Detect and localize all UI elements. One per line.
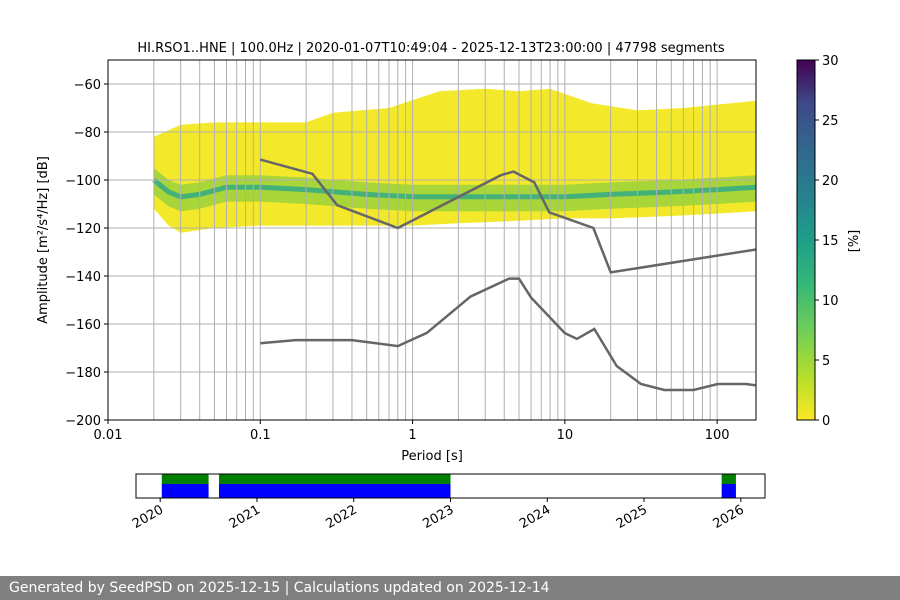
x-tick-label: 0.1 [250, 428, 271, 443]
chart-title: HI.RSO1..HNE | 100.0Hz | 2020-01-07T10:4… [137, 41, 724, 56]
y-tick-label: −180 [65, 366, 101, 381]
availability-bar [219, 474, 451, 484]
timeline-tick-label: 2023 [420, 502, 456, 532]
availability-bar [721, 474, 736, 484]
x-tick-label: 0.01 [94, 428, 123, 443]
timeline-tick-label: 2026 [711, 502, 747, 532]
data-availability-timeline: 2020 2021 2022 2023 2024 2025 2026 [130, 473, 766, 532]
colorbar-tick-label: 20 [822, 174, 839, 189]
nlnm-curve [260, 277, 756, 392]
footer-bar: Generated by SeedPSD on 2025-12-15 | Cal… [0, 576, 900, 600]
y-tick-label: −200 [65, 414, 101, 429]
noise-model-curves [259, 158, 756, 392]
x-axis-ticks: 0.01 0.1 1 10 100 [94, 420, 730, 443]
timeline-bars [161, 474, 736, 498]
colorbar-label: [%] [847, 230, 862, 253]
figure: HI.RSO1..HNE | 100.0Hz | 2020-01-07T10:4… [36, 41, 862, 532]
x-axis-label: Period [s] [401, 449, 463, 464]
colorbar-tick-label: 15 [822, 234, 839, 249]
colorbar-tick-label: 0 [822, 414, 830, 429]
timeline-year-ticks: 2020 2021 2022 2023 2024 2025 2026 [130, 498, 747, 532]
x-tick-label: 100 [705, 428, 730, 443]
timeline-tick-label: 2025 [614, 502, 650, 532]
y-tick-label: −80 [74, 126, 101, 141]
colorbar-tick-label: 5 [822, 354, 830, 369]
timeline-tick-label: 2021 [227, 502, 263, 532]
timeline-tick-label: 2020 [130, 502, 166, 532]
ppsd-heatmap [152, 88, 756, 233]
used-data-bar [219, 484, 451, 498]
x-tick-label: 10 [557, 428, 574, 443]
y-tick-label: −140 [65, 270, 101, 285]
timeline-tick-label: 2022 [324, 502, 360, 532]
y-axis-ticks: −200 −180 −160 −140 −120 −100 −80 −60 [65, 78, 108, 429]
y-tick-label: −120 [65, 222, 101, 237]
colorbar-gradient [796, 59, 816, 421]
footer-text: Generated by SeedPSD on 2025-12-15 | Cal… [9, 580, 550, 596]
y-axis-label: Amplitude [m²/s⁴/Hz] [dB] [36, 156, 51, 324]
timeline-tick-label: 2024 [517, 502, 553, 532]
grid-lines [108, 60, 756, 420]
availability-bar [161, 474, 209, 484]
colorbar: 0 5 10 15 20 25 30 [%] [796, 54, 862, 429]
colorbar-ticks: 0 5 10 15 20 25 30 [815, 54, 839, 429]
colorbar-tick-label: 30 [822, 54, 839, 69]
x-tick-label: 1 [408, 428, 416, 443]
colorbar-tick-label: 10 [822, 294, 839, 309]
nhnm-curve [259, 158, 756, 274]
y-tick-label: −100 [65, 174, 101, 189]
colorbar-tick-label: 25 [822, 114, 839, 129]
used-data-bar [161, 484, 209, 498]
ppsd-high-probability-band [153, 168, 756, 212]
ppsd-mode-curve [152, 178, 756, 200]
plot-frame [107, 59, 757, 421]
y-tick-label: −160 [65, 318, 101, 333]
used-data-bar [721, 484, 736, 498]
y-tick-label: −60 [74, 78, 101, 93]
